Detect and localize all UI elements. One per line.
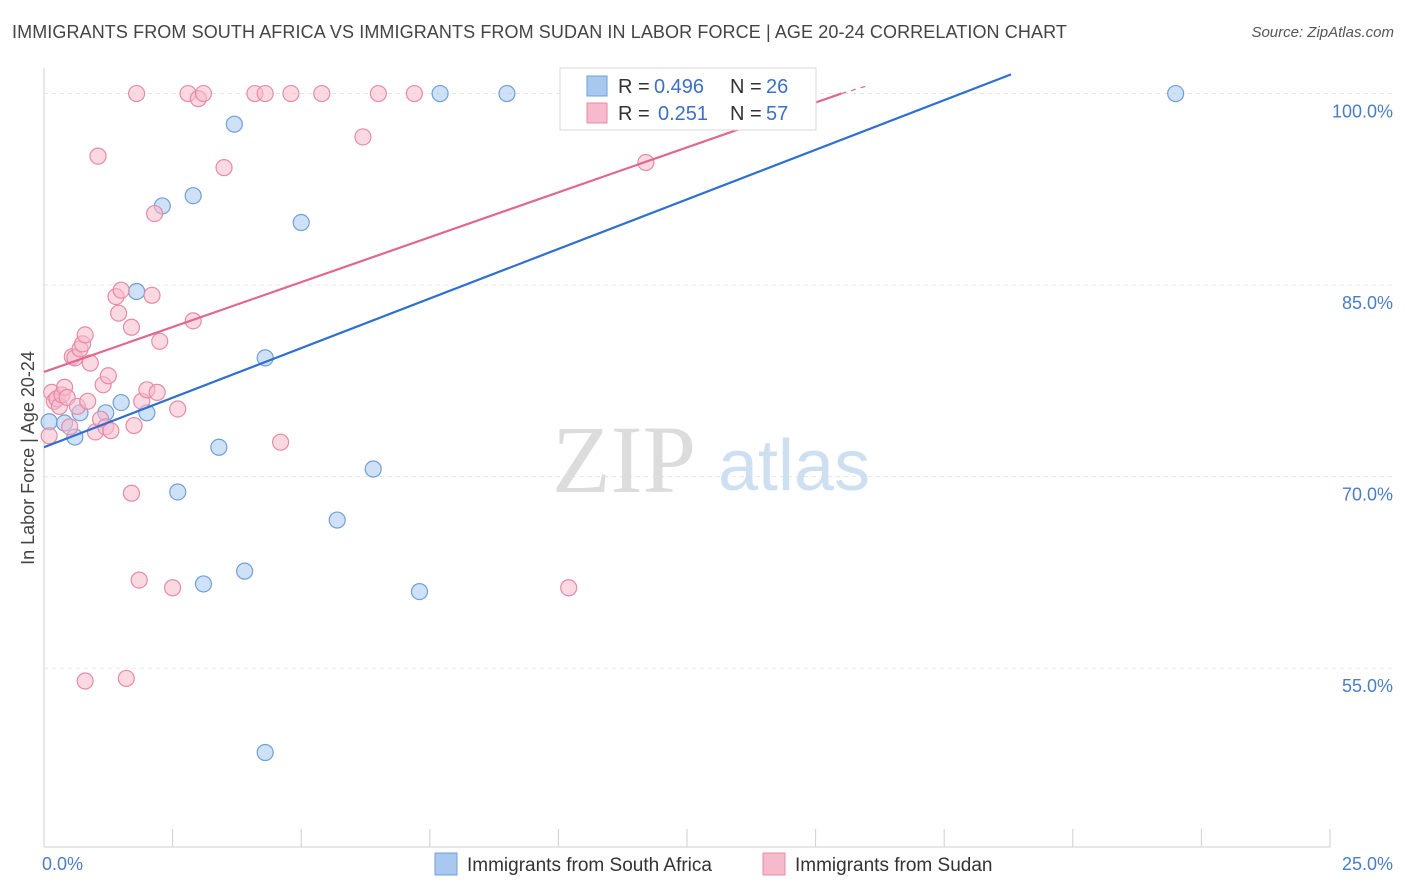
series-legend-swatch-sudan (762, 852, 786, 876)
point-south-africa (184, 187, 202, 205)
point-sudan (102, 422, 120, 440)
point-sudan (99, 367, 117, 385)
series-legend: Immigrants from South Africa Immigrants … (434, 852, 992, 876)
trend-line-south-africa (43, 73, 1012, 449)
point-south-africa (112, 393, 130, 412)
series-legend-swatch-south-africa (434, 852, 458, 876)
point-sudan (143, 286, 161, 304)
legend-n-label-sudan: N = (730, 103, 762, 125)
trend-lines (43, 73, 1012, 449)
y-axis-label: In Labor Force | Age 20-24 (18, 351, 38, 565)
point-sudan (369, 84, 387, 103)
y-tick-label: 55.0% (1342, 676, 1393, 696)
legend-r-value-sudan: 0.251 (658, 103, 708, 125)
point-sudan (256, 84, 274, 103)
point-sudan (169, 400, 187, 418)
point-sudan (151, 332, 169, 350)
point-sudan (109, 304, 128, 322)
point-sudan (89, 147, 107, 165)
legend-r-label-sudan: R = (618, 103, 650, 125)
legend-r-value-south-africa: 0.496 (654, 76, 704, 98)
point-sudan (272, 433, 290, 451)
point-south-africa (127, 282, 146, 301)
stats-legend: R = 0.496 N = 26 R = 0.251 N = 57 (559, 67, 817, 131)
legend-r-label-south-africa: R = (618, 76, 650, 98)
point-south-africa (256, 743, 274, 762)
watermark-zip: ZIP (552, 406, 696, 513)
point-south-africa (236, 562, 254, 580)
point-sudan (112, 281, 130, 299)
point-south-africa (410, 582, 429, 601)
point-sudan (148, 383, 166, 401)
y-tick-label: 100.0% (1332, 102, 1393, 122)
source-note: Source: ZipAtlas.com (1251, 24, 1394, 41)
point-south-africa (364, 460, 382, 478)
legend-swatch-south-africa (586, 75, 608, 97)
y-tick-label: 70.0% (1342, 485, 1393, 505)
point-sudan (215, 159, 233, 177)
point-south-africa (328, 511, 346, 529)
point-south-africa (225, 115, 243, 133)
point-sudan (354, 128, 372, 146)
trend-line-extension-sudan (841, 85, 868, 95)
watermark-atlas: atlas (718, 426, 870, 506)
legend-n-value-sudan: 57 (766, 103, 788, 125)
point-south-africa (431, 84, 449, 103)
point-sudan (194, 84, 213, 103)
point-sudan (145, 204, 164, 223)
point-sudan (164, 579, 182, 597)
legend-n-label-south-africa: N = (730, 76, 762, 98)
point-sudan (405, 84, 423, 103)
x-ticks (43, 829, 1331, 847)
point-sudan (127, 84, 146, 103)
x-tick-label-min: 0.0% (42, 854, 83, 874)
series-legend-label-sudan: Immigrants from Sudan (795, 855, 992, 876)
point-sudan (130, 571, 148, 589)
point-south-africa (292, 213, 310, 232)
point-south-africa (498, 84, 516, 103)
point-sudan (282, 84, 300, 103)
chart-title: IMMIGRANTS FROM SOUTH AFRICA VS IMMIGRAN… (12, 22, 1067, 42)
point-sudan (61, 418, 79, 436)
point-sudan (76, 326, 94, 344)
x-tick-label-max: 25.0% (1342, 854, 1393, 874)
legend-swatch-sudan (586, 102, 608, 124)
point-south-africa (1167, 84, 1185, 103)
y-tick-label: 85.0% (1342, 293, 1393, 313)
point-sudan (117, 669, 135, 688)
point-sudan (40, 427, 58, 445)
series-legend-label-south-africa: Immigrants from South Africa (467, 855, 712, 876)
point-sudan (122, 318, 141, 336)
point-sudan (125, 416, 143, 435)
trend-line-sudan (43, 92, 842, 373)
point-south-africa (169, 483, 187, 501)
y-tick-labels: 55.0% 70.0% 85.0% 100.0% (1332, 102, 1393, 697)
legend-n-value-south-africa: 26 (766, 76, 788, 98)
point-sudan (76, 672, 94, 690)
scatter-points (40, 84, 1185, 762)
grid-lines (44, 93, 1393, 669)
point-south-africa (210, 438, 228, 456)
point-sudan (79, 392, 97, 410)
point-south-africa (194, 575, 213, 593)
point-sudan (122, 484, 141, 502)
point-sudan (313, 84, 331, 103)
point-sudan (560, 579, 578, 597)
watermark: ZIP atlas (552, 406, 870, 513)
